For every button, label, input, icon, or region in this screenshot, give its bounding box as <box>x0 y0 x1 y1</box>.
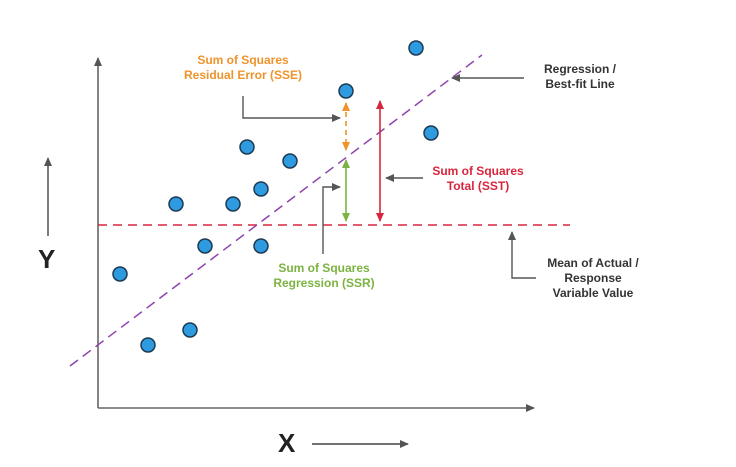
ssr-pointer <box>322 183 341 254</box>
data-point <box>225 196 241 212</box>
regression-label-line2: Best-fit Line <box>545 77 615 91</box>
sst-label-line1: Sum of Squares <box>432 164 524 178</box>
data-point <box>408 40 424 56</box>
regression-label-line1: Regression / <box>544 62 617 76</box>
data-point <box>140 337 156 353</box>
x-axis-label: X <box>278 428 296 458</box>
regression-line <box>69 54 483 367</box>
data-point <box>253 181 269 197</box>
data-point <box>239 139 255 155</box>
sst-label-line2: Total (SST) <box>447 179 509 193</box>
mean-pointer <box>508 231 536 279</box>
data-point <box>182 322 198 338</box>
y-axis-label: Y <box>38 244 55 274</box>
data-points <box>112 40 439 353</box>
data-point <box>253 238 269 254</box>
sse-label-line2: Residual Error (SSE) <box>184 68 302 82</box>
data-point <box>282 153 298 169</box>
sse-label-line1: Sum of Squares <box>197 53 289 67</box>
ssr-label-line2: Regression (SSR) <box>273 276 374 290</box>
sse-pointer <box>242 96 341 122</box>
data-point <box>338 83 354 99</box>
ssr-label-line1: Sum of Squares <box>278 261 370 275</box>
mean-label-line2: Response <box>564 271 622 285</box>
mean-label-line1: Mean of Actual / <box>547 256 639 270</box>
data-point <box>168 196 184 212</box>
mean-label-line3: Variable Value <box>553 286 634 300</box>
data-point <box>197 238 213 254</box>
data-point <box>112 266 128 282</box>
data-point <box>423 125 439 141</box>
